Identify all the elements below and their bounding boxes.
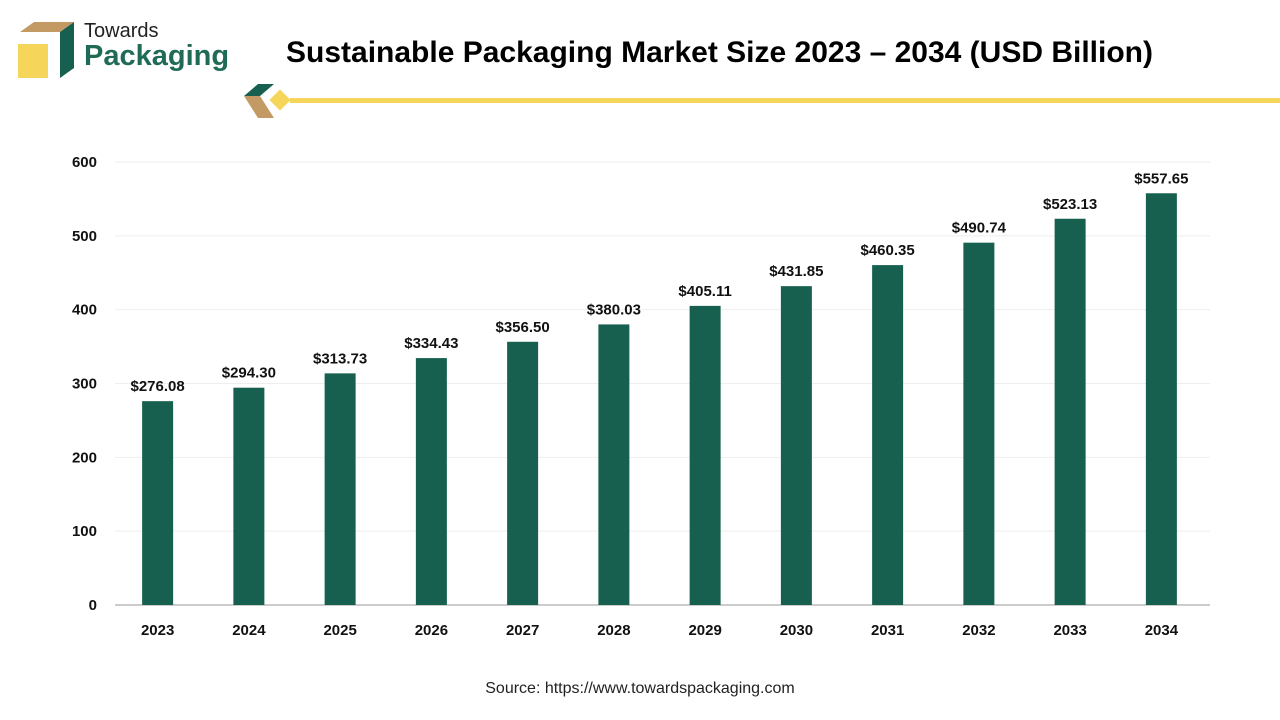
brand-line1: Towards	[84, 20, 159, 42]
data-label: $380.03	[587, 301, 641, 318]
y-tick-label: 300	[72, 376, 97, 393]
x-tick-label: 2033	[1053, 622, 1086, 639]
data-label: $431.85	[769, 263, 823, 280]
y-tick-label: 600	[72, 154, 97, 171]
bar	[1054, 218, 1086, 605]
data-label: $276.08	[131, 378, 185, 395]
x-tick-label: 2026	[415, 622, 448, 639]
data-label: $294.30	[222, 365, 276, 382]
bar	[507, 341, 539, 605]
data-label: $405.11	[678, 283, 731, 300]
bar	[872, 265, 904, 605]
y-tick-label: 100	[72, 523, 97, 540]
x-tick-label: 2032	[962, 622, 995, 639]
data-label: $313.73	[313, 350, 367, 367]
x-tick-label: 2031	[871, 622, 904, 639]
x-tick-label: 2023	[141, 622, 174, 639]
bar	[598, 324, 630, 605]
bar	[1145, 193, 1177, 605]
brand-line2: Packaging	[84, 40, 230, 72]
bar	[415, 358, 447, 605]
source-note: Source: https://www.towardspackaging.com	[485, 680, 795, 697]
data-label: $490.74	[952, 220, 1007, 237]
data-label: $334.43	[404, 335, 458, 352]
data-label: $460.35	[861, 242, 915, 259]
x-tick-label: 2028	[597, 622, 630, 639]
x-tick-label: 2029	[688, 622, 721, 639]
bar	[233, 387, 265, 605]
bar	[689, 305, 721, 605]
title-underline-decoration	[244, 84, 1280, 118]
y-tick-label: 500	[72, 228, 97, 245]
data-label: $356.50	[496, 319, 550, 336]
data-label: $523.13	[1043, 196, 1097, 213]
bar	[780, 286, 812, 605]
x-tick-label: 2034	[1145, 622, 1179, 639]
logo-box-icon	[18, 22, 74, 78]
x-tick-label: 2024	[232, 622, 266, 639]
x-tick-label: 2027	[506, 622, 539, 639]
bar	[142, 401, 174, 605]
x-tick-label: 2025	[323, 622, 356, 639]
chart-title: Sustainable Packaging Market Size 2023 –…	[286, 36, 1153, 69]
y-tick-label: 400	[72, 302, 97, 319]
y-tick-label: 0	[89, 597, 97, 614]
bar	[324, 373, 356, 605]
x-tick-label: 2030	[780, 622, 813, 639]
bar	[963, 242, 995, 606]
y-tick-label: 200	[72, 449, 97, 466]
data-label: $557.65	[1134, 170, 1188, 187]
